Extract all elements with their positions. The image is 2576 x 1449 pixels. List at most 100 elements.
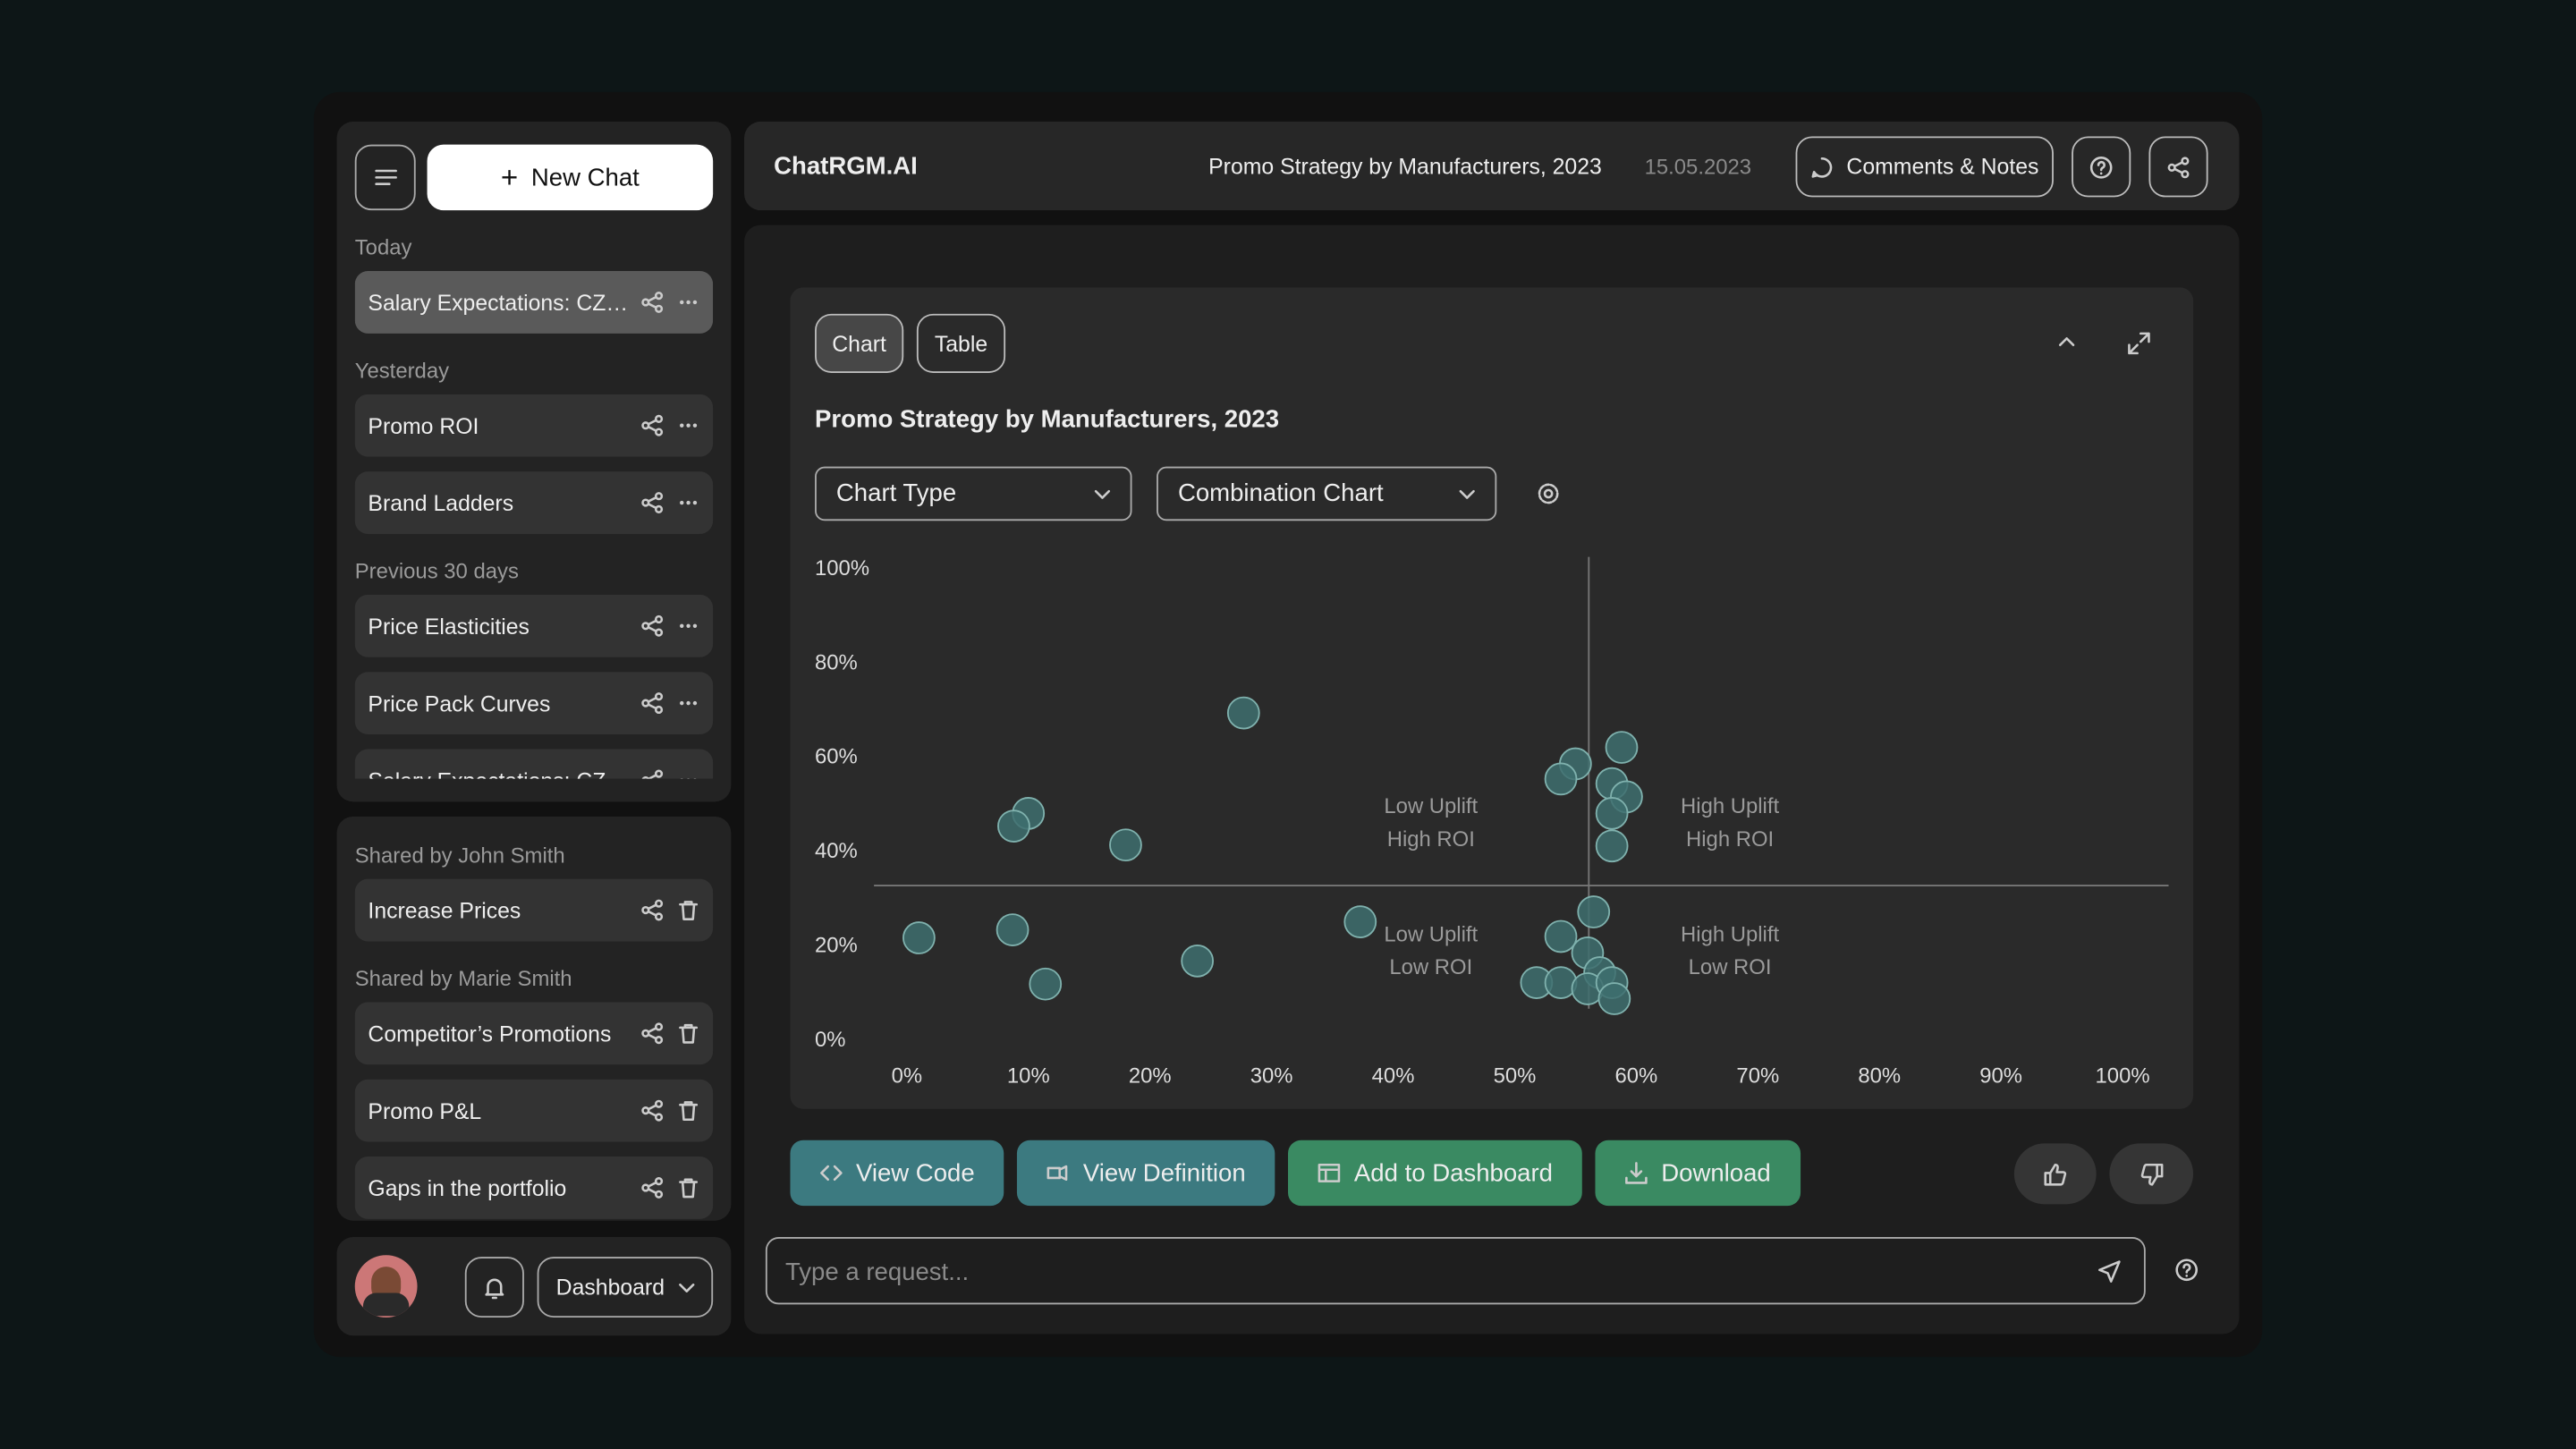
- group-label: Previous 30 days: [354, 558, 519, 584]
- action-icon: [1625, 1162, 1648, 1184]
- help-button[interactable]: [2072, 136, 2131, 198]
- chat-item[interactable]: Gaps in the portfolio: [354, 1157, 714, 1219]
- chat-item-label: Salary Expectations: CZ: [368, 768, 640, 779]
- collapse-icon[interactable]: [2058, 337, 2075, 347]
- chat-item[interactable]: Increase Prices: [354, 878, 714, 942]
- delete-icon[interactable]: [677, 1021, 700, 1045]
- chat-item-label: Promo ROI: [368, 412, 479, 438]
- action-button[interactable]: View Code: [790, 1140, 1004, 1207]
- scatter-point: [1595, 829, 1629, 863]
- chat-item[interactable]: Promo P&L: [354, 1079, 714, 1142]
- scatter-point: [1577, 895, 1611, 928]
- chat-item-label: Competitor’s Promotions: [368, 1021, 612, 1046]
- avatar[interactable]: [354, 1255, 418, 1318]
- more-icon[interactable]: [677, 614, 700, 638]
- action-icon: [1318, 1163, 1341, 1182]
- delete-icon[interactable]: [677, 899, 700, 922]
- help-icon[interactable]: [2175, 1258, 2199, 1282]
- share-icon[interactable]: [640, 1176, 664, 1199]
- chat-item[interactable]: Competitor’s Promotions: [354, 1002, 714, 1065]
- action-button[interactable]: View Definition: [1017, 1140, 1275, 1207]
- menu-button[interactable]: [354, 144, 416, 211]
- header: ChatRGM.AI Promo Strategy by Manufacture…: [744, 121, 2240, 211]
- chart-variant-dropdown[interactable]: Combination Chart: [1157, 466, 1497, 521]
- action-label: Add to Dashboard: [1353, 1158, 1554, 1188]
- x-tick-label: 30%: [1250, 1063, 1293, 1088]
- y-tick-label: 100%: [815, 556, 869, 580]
- settings-icon[interactable]: [1536, 481, 1561, 506]
- more-icon[interactable]: [677, 491, 700, 514]
- comments-label: Comments & Notes: [1846, 154, 2039, 180]
- chart-tab[interactable]: Chart: [815, 313, 904, 373]
- expand-icon[interactable]: [2128, 332, 2151, 355]
- dashboard-label: Dashboard: [555, 1275, 665, 1300]
- more-icon[interactable]: [677, 414, 700, 437]
- scatter-point: [1181, 944, 1215, 978]
- delete-icon[interactable]: [677, 1176, 700, 1199]
- scatter-point: [1597, 982, 1631, 1015]
- share-icon[interactable]: [640, 291, 664, 314]
- chat-item[interactable]: Brand Ladders: [354, 471, 714, 534]
- chat-item-label: Brand Ladders: [368, 490, 514, 515]
- scatter-point: [1544, 966, 1578, 999]
- scatter-point: [1595, 797, 1629, 830]
- more-icon[interactable]: [677, 769, 700, 779]
- dislike-button[interactable]: [2109, 1143, 2194, 1205]
- chat-item[interactable]: Price Elasticities: [354, 594, 714, 657]
- more-icon[interactable]: [677, 691, 700, 715]
- scatter-point: [1109, 828, 1142, 862]
- x-tick-label: 10%: [1007, 1063, 1050, 1088]
- like-button[interactable]: [2013, 1143, 2097, 1205]
- action-label: View Code: [855, 1158, 975, 1188]
- brand: ChatRGM.AI: [774, 152, 918, 182]
- share-icon[interactable]: [640, 614, 664, 638]
- send-icon[interactable]: [2098, 1260, 2122, 1284]
- scatter-point: [1226, 696, 1260, 730]
- x-tick-label: 60%: [1615, 1063, 1658, 1088]
- new-chat-button[interactable]: + New Chat: [427, 144, 714, 211]
- chart-title: Promo Strategy by Manufacturers, 2023: [815, 405, 1280, 434]
- tab-label: Table: [934, 331, 988, 356]
- quadrant-label: Low Uplift: [1384, 794, 1478, 818]
- scatter-point: [1544, 762, 1578, 796]
- share-button[interactable]: [2148, 136, 2208, 198]
- table-tab[interactable]: Table: [916, 313, 1006, 373]
- chat-item[interactable]: Promo ROI: [354, 394, 714, 457]
- quadrant-label: High ROI: [1387, 827, 1475, 852]
- share-icon[interactable]: [640, 691, 664, 715]
- quadrant-label: High ROI: [1686, 827, 1774, 852]
- y-tick-label: 40%: [815, 839, 858, 863]
- chat-date: 15.05.2023: [1644, 154, 1752, 180]
- action-label: View Definition: [1082, 1158, 1246, 1188]
- chat-item[interactable]: Salary Expectations: CZ: [354, 749, 714, 779]
- group-label: Today: [354, 234, 412, 260]
- share-icon[interactable]: [640, 414, 664, 437]
- request-input[interactable]: Type a request...: [765, 1237, 2146, 1305]
- more-icon[interactable]: [677, 291, 700, 314]
- y-tick-label: 60%: [815, 745, 858, 769]
- delete-icon[interactable]: [677, 1099, 700, 1123]
- share-icon[interactable]: [640, 1099, 664, 1123]
- x-tick-label: 90%: [1979, 1063, 2022, 1088]
- chat-item[interactable]: Price Pack Curves: [354, 672, 714, 735]
- comments-button[interactable]: Comments & Notes: [1795, 136, 2054, 198]
- user-panel: Dashboard: [336, 1237, 732, 1336]
- scatter-point: [996, 913, 1030, 946]
- chart-type-dropdown[interactable]: Chart Type: [815, 466, 1132, 521]
- quadrant-label: Low ROI: [1389, 955, 1472, 979]
- share-icon[interactable]: [640, 491, 664, 514]
- quadrant-label: High Uplift: [1681, 922, 1779, 946]
- x-tick-label: 70%: [1736, 1063, 1779, 1088]
- share-icon[interactable]: [640, 1021, 664, 1045]
- share-icon[interactable]: [640, 899, 664, 922]
- group-label: Shared by Marie Smith: [354, 966, 572, 991]
- action-label: Download: [1661, 1158, 1771, 1188]
- chat-item-label: Increase Prices: [368, 897, 521, 923]
- notifications-button[interactable]: [464, 1257, 524, 1318]
- dashboard-dropdown[interactable]: Dashboard: [537, 1257, 714, 1318]
- action-button[interactable]: Add to Dashboard: [1288, 1140, 1583, 1207]
- action-button[interactable]: Download: [1595, 1140, 1801, 1207]
- share-icon[interactable]: [640, 769, 664, 779]
- chat-item[interactable]: Salary Expectations: CZ…: [354, 271, 714, 334]
